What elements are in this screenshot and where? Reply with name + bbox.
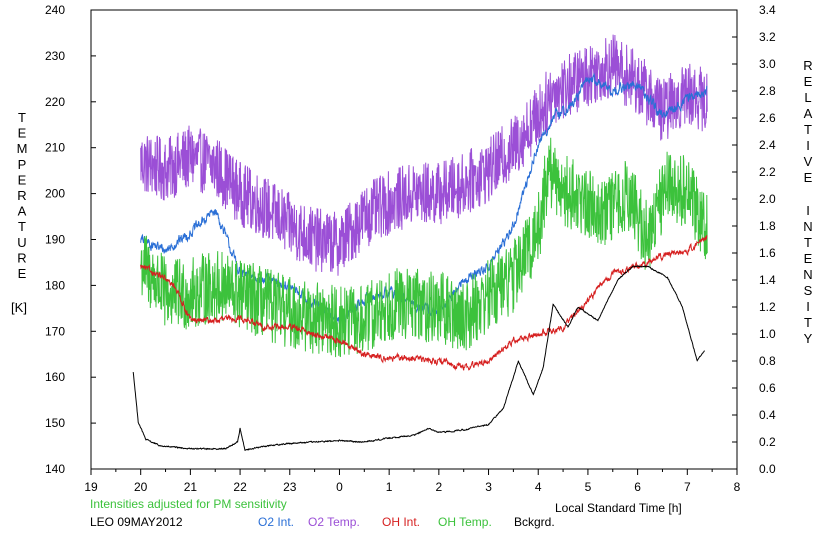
right-tick-label: 3.2 <box>759 30 776 44</box>
left-axis-unit: [K] <box>11 300 27 315</box>
right-tick-label: 2.6 <box>759 111 776 125</box>
right-axis-letter: R <box>803 58 812 73</box>
left-axis-letter: T <box>18 110 26 125</box>
legend-entry: OH Int. <box>382 515 420 529</box>
right-axis-letter: E <box>804 74 813 89</box>
x-tick-label: 21 <box>184 480 198 494</box>
right-tick-label: 0.0 <box>759 462 776 476</box>
right-tick-label: 2.4 <box>759 138 776 152</box>
right-tick-label: 3.4 <box>759 3 776 17</box>
right-axis-letter: T <box>804 235 812 250</box>
axes-layer: 1401501601701801902002102202302400.00.20… <box>45 3 776 494</box>
left-tick-label: 240 <box>45 3 65 17</box>
left-axis-letter: E <box>18 126 27 141</box>
right-tick-label: 1.0 <box>759 327 776 341</box>
left-axis-letter: U <box>17 235 26 250</box>
x-tick-label: 2 <box>436 480 443 494</box>
right-axis-letter: N <box>803 219 812 234</box>
x-tick-label: 1 <box>386 480 393 494</box>
legend-entry: O2 Int. <box>258 515 294 529</box>
right-tick-label: 1.6 <box>759 246 776 260</box>
right-axis-letter: I <box>806 299 810 314</box>
legend: O2 Int. O2 Temp. OH Int. OH Temp. Bckgrd. <box>258 515 555 529</box>
left-axis-letter: P <box>18 157 27 172</box>
x-tick-label: 19 <box>84 480 98 494</box>
left-tick-label: 170 <box>45 324 65 338</box>
x-tick-label: 5 <box>585 480 592 494</box>
right-tick-label: 3.0 <box>759 57 776 71</box>
right-axis-letter: Y <box>804 331 813 346</box>
right-axis-letter: S <box>804 283 813 298</box>
x-tick-label: 8 <box>734 480 741 494</box>
right-tick-label: 0.6 <box>759 381 776 395</box>
left-axis-letter: T <box>18 219 26 234</box>
x-tick-label: 4 <box>535 480 542 494</box>
left-tick-label: 230 <box>45 49 65 63</box>
legend-entry: Bckgrd. <box>514 515 555 529</box>
right-axis-letter: I <box>806 203 810 218</box>
x-tick-label: 3 <box>485 480 492 494</box>
left-tick-label: 150 <box>45 416 65 430</box>
right-axis-letter: E <box>804 251 813 266</box>
left-tick-label: 160 <box>45 370 65 384</box>
right-axis-letter: I <box>806 138 810 153</box>
x-tick-label: 0 <box>336 480 343 494</box>
x-tick-label: 7 <box>684 480 691 494</box>
left-axis-letter: E <box>18 172 27 187</box>
series-line-bckgrd <box>132 265 705 452</box>
right-axis-letter: V <box>804 154 813 169</box>
right-tick-label: 2.2 <box>759 165 776 179</box>
sensitivity-note: Intensities adjusted for PM sensitivity <box>90 497 287 511</box>
left-tick-label: 200 <box>45 187 65 201</box>
right-axis-letter: A <box>804 106 813 121</box>
right-tick-label: 2.0 <box>759 192 776 206</box>
right-tick-label: 1.4 <box>759 273 776 287</box>
right-axis-letter: L <box>804 90 811 105</box>
right-tick-label: 0.2 <box>759 435 776 449</box>
right-tick-label: 0.4 <box>759 408 776 422</box>
right-axis-letter: N <box>803 267 812 282</box>
series-layer <box>132 34 708 452</box>
x-tick-label: 22 <box>233 480 247 494</box>
series-line-o2-temp <box>140 34 708 276</box>
left-axis-letter: A <box>18 204 27 219</box>
right-tick-label: 2.8 <box>759 84 776 98</box>
right-tick-label: 0.8 <box>759 354 776 368</box>
left-tick-label: 210 <box>45 141 65 155</box>
series-line-oh-temp <box>140 137 708 358</box>
left-axis-letter: R <box>17 188 26 203</box>
x-axis-label: Local Standard Time [h] <box>555 501 682 515</box>
right-axis-letter: T <box>804 315 812 330</box>
x-tick-label: 23 <box>283 480 297 494</box>
right-tick-label: 1.8 <box>759 219 776 233</box>
left-tick-label: 180 <box>45 278 65 292</box>
left-axis-letter: E <box>18 266 27 281</box>
x-tick-label: 20 <box>134 480 148 494</box>
left-axis-letter: M <box>17 141 28 156</box>
right-axis-letter: T <box>804 122 812 137</box>
left-axis-letter: R <box>17 250 26 265</box>
right-tick-label: 1.2 <box>759 300 776 314</box>
left-tick-label: 190 <box>45 233 65 247</box>
legend-entry: O2 Temp. <box>308 515 360 529</box>
left-tick-label: 140 <box>45 462 65 476</box>
station-label: LEO 09MAY2012 <box>90 515 183 529</box>
right-axis-letter: E <box>804 170 813 185</box>
x-tick-label: 6 <box>634 480 641 494</box>
series-line-oh-int <box>140 234 708 371</box>
legend-entry: OH Temp. <box>438 515 492 529</box>
left-tick-label: 220 <box>45 95 65 109</box>
